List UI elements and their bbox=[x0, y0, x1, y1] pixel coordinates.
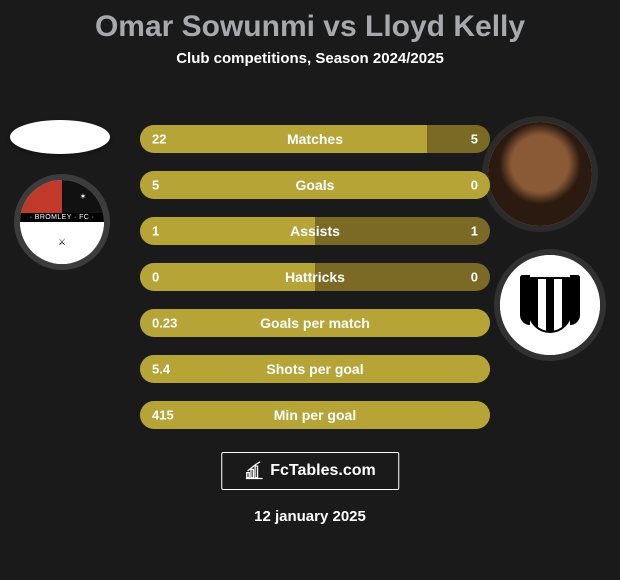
stat-right-value: 0 bbox=[471, 270, 478, 285]
stat-row: 22Matches5 bbox=[140, 125, 490, 153]
stat-row: 415Min per goal bbox=[140, 401, 490, 429]
stat-label: Goals bbox=[140, 177, 490, 193]
stat-right-value: 1 bbox=[471, 224, 478, 239]
watermark-text: FcTables.com bbox=[270, 462, 376, 480]
player1-photo bbox=[10, 120, 110, 154]
stat-right-value: 5 bbox=[471, 132, 478, 147]
stat-label: Goals per match bbox=[140, 315, 490, 331]
newcastle-crest-icon bbox=[500, 255, 600, 355]
chart-icon bbox=[244, 461, 264, 481]
stat-row: 0.23Goals per match bbox=[140, 309, 490, 337]
stat-label: Matches bbox=[140, 131, 490, 147]
stats-list: 22Matches55Goals01Assists10Hattricks00.2… bbox=[140, 125, 490, 447]
date: 12 january 2025 bbox=[0, 508, 620, 525]
player2-club-crest bbox=[500, 255, 600, 355]
comparison-card: Omar Sowunmi vs Lloyd Kelly Club competi… bbox=[0, 0, 620, 580]
player1-club-crest: ✶ · BROMLEY · FC · ⚔︎ bbox=[20, 180, 104, 264]
stat-label: Min per goal bbox=[140, 407, 490, 423]
stat-row: 0Hattricks0 bbox=[140, 263, 490, 291]
subtitle: Club competitions, Season 2024/2025 bbox=[0, 50, 620, 67]
player2-photo bbox=[488, 122, 592, 226]
stat-label: Shots per goal bbox=[140, 361, 490, 377]
stat-row: 5Goals0 bbox=[140, 171, 490, 199]
stat-row: 5.4Shots per goal bbox=[140, 355, 490, 383]
stat-right-value: 0 bbox=[471, 178, 478, 193]
page-title: Omar Sowunmi vs Lloyd Kelly bbox=[0, 0, 620, 44]
stat-label: Hattricks bbox=[140, 269, 490, 285]
bromley-crest-icon: ✶ · BROMLEY · FC · ⚔︎ bbox=[20, 180, 104, 264]
watermark: FcTables.com bbox=[221, 452, 399, 490]
stat-row: 1Assists1 bbox=[140, 217, 490, 245]
stat-label: Assists bbox=[140, 223, 490, 239]
